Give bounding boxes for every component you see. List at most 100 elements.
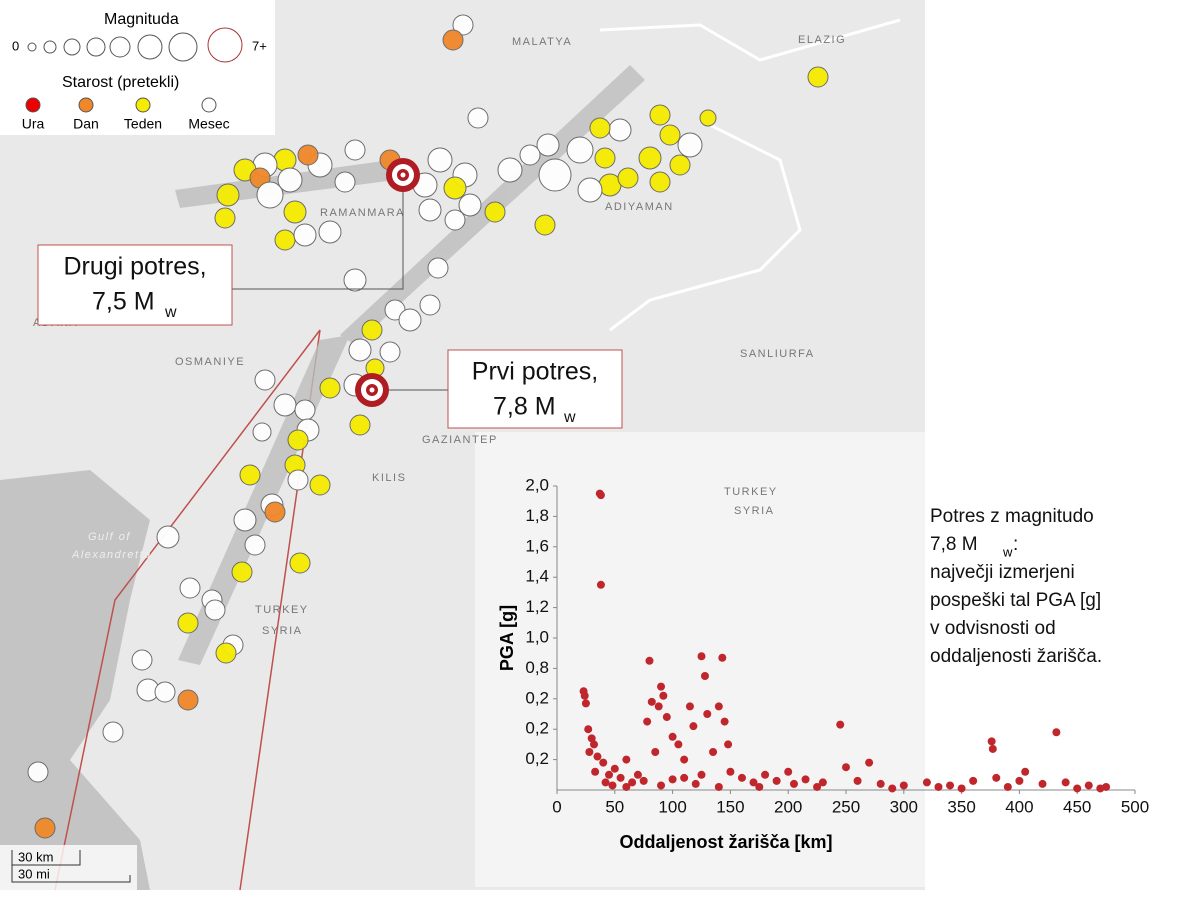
age-label: Mesec — [188, 116, 229, 132]
point — [789, 779, 798, 788]
quake — [274, 229, 296, 251]
point — [633, 770, 642, 779]
sea-label: Alexandretta — [71, 549, 152, 561]
quake — [497, 157, 523, 183]
city: OSMANIYE — [175, 356, 245, 368]
point — [749, 778, 758, 787]
quake — [277, 167, 303, 193]
leader-line — [232, 192, 448, 391]
x-tick-label: 0 — [552, 797, 561, 816]
point — [714, 782, 723, 791]
point — [608, 781, 617, 790]
quake — [649, 104, 671, 126]
y-tick-label: 1,6 — [525, 536, 549, 555]
legend-box — [0, 0, 275, 135]
point — [580, 691, 589, 700]
point — [720, 717, 729, 726]
quake — [361, 319, 383, 341]
point — [689, 722, 698, 731]
y-tick-label: 2,0 — [525, 475, 549, 494]
point — [674, 740, 683, 749]
quake — [244, 534, 266, 556]
callout-text: 7,5 M — [92, 288, 155, 316]
quake — [254, 369, 276, 391]
city: TURKEY — [724, 486, 778, 498]
point — [659, 691, 668, 700]
city: SYRIA — [262, 625, 303, 637]
city: ELAZIG — [798, 34, 846, 46]
note-text: pospeški tal PGA [g] — [930, 590, 1101, 611]
quake — [807, 66, 829, 88]
age-dot — [78, 97, 94, 113]
point — [724, 740, 733, 749]
quake — [256, 181, 284, 209]
point — [1096, 784, 1105, 793]
quake — [418, 198, 442, 222]
point — [853, 776, 862, 785]
point — [662, 713, 671, 722]
note-text: v odvisnosti od — [930, 618, 1056, 639]
point — [599, 758, 608, 767]
point — [1084, 781, 1093, 790]
point — [992, 773, 1001, 782]
city: ADIYAMAN — [605, 201, 674, 213]
scale-label: 30 mi — [18, 866, 50, 881]
point — [654, 702, 663, 711]
point — [605, 770, 614, 779]
quake — [231, 561, 253, 583]
point — [988, 744, 997, 753]
quake — [538, 158, 572, 192]
quake — [608, 118, 632, 142]
point — [680, 773, 689, 782]
point — [888, 784, 897, 793]
quake — [131, 649, 153, 671]
quake — [177, 689, 199, 711]
quake — [617, 167, 639, 189]
x-tick-label: 450 — [1063, 797, 1091, 816]
quake — [677, 132, 703, 158]
quake — [27, 761, 49, 783]
x-tick-label: 100 — [658, 797, 686, 816]
city: TURKEY — [255, 604, 309, 616]
quake — [536, 133, 560, 157]
quake — [289, 552, 311, 574]
quake — [534, 214, 556, 236]
city: MALATYA — [512, 36, 572, 48]
quake — [419, 294, 441, 316]
point — [718, 653, 727, 662]
point — [1021, 767, 1030, 776]
point — [643, 717, 652, 726]
quake — [589, 117, 611, 139]
note-text: oddaljenosti žarišča. — [930, 646, 1102, 667]
point — [628, 778, 637, 787]
quake — [287, 429, 309, 451]
point — [842, 763, 850, 772]
quake — [273, 393, 297, 417]
quake — [264, 501, 286, 523]
quake — [427, 147, 453, 173]
age-title: Starost (pretekli) — [62, 74, 179, 91]
point — [680, 755, 689, 764]
quake — [638, 146, 662, 170]
quake — [427, 257, 449, 279]
callout-box — [447, 349, 623, 429]
point — [709, 748, 718, 756]
point — [1052, 728, 1061, 737]
quake — [239, 464, 261, 486]
point — [668, 775, 677, 784]
point — [761, 770, 770, 779]
point — [593, 752, 602, 761]
y-tick-label: 1,4 — [525, 567, 549, 586]
quake — [233, 508, 257, 532]
point — [899, 781, 908, 790]
callout-sub: w — [563, 409, 576, 426]
quake — [179, 577, 201, 599]
point — [700, 672, 709, 680]
quake — [297, 144, 319, 166]
age-label: Dan — [73, 116, 99, 132]
point — [601, 778, 610, 787]
quake — [577, 177, 603, 203]
quake — [398, 308, 422, 332]
point — [714, 702, 723, 711]
quake — [594, 147, 616, 169]
